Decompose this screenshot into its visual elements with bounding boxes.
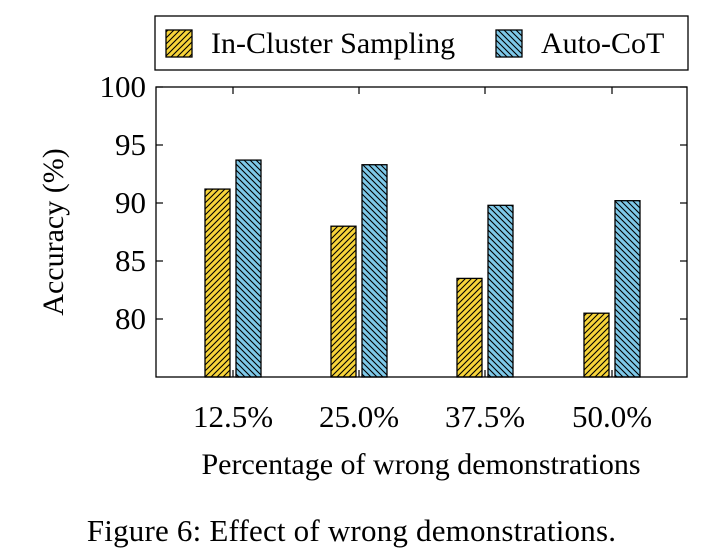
y-tick-labels: 80 85 90 95 100 [100,69,147,336]
x-tick-label: 25.0% [319,399,399,434]
bar-auto-cot [361,164,388,378]
bar-in-cluster-sampling [456,277,483,378]
x-tick-label: 37.5% [445,399,525,434]
y-tick-label: 80 [115,301,146,336]
bar-auto-cot [614,200,641,378]
legend: In-Cluster Sampling Auto-CoT [154,15,689,71]
x-tick-label: 12.5% [193,399,273,434]
x-tick-labels: 12.5% 25.0% 37.5% 50.0% [193,399,652,434]
y-tick-label: 95 [115,127,146,162]
bar-in-cluster-sampling [330,225,357,378]
figure-caption: Figure 6: Effect of wrong demonstrations… [86,513,617,548]
bar-auto-cot [235,159,262,378]
x-axis-label: Percentage of wrong demonstrations [201,448,640,481]
legend-swatch-auto-cot [495,29,523,58]
legend-box [154,15,689,71]
plot-frame [155,86,688,378]
bar-auto-cot [487,204,514,378]
legend-swatch-in-cluster-sampling [165,29,193,58]
x-tick-label: 50.0% [572,399,652,434]
bar-in-cluster-sampling [583,312,610,378]
y-tick-label: 85 [115,243,146,278]
y-tick-label: 90 [115,185,146,220]
bars [204,159,641,378]
y-tick-label: 100 [100,69,147,104]
y-axis-label: Accuracy (%) [37,148,70,315]
bar-chart: In-Cluster Sampling Auto-CoT 80 85 90 95 100… [37,15,689,481]
legend-label-in-cluster-sampling: In-Cluster Sampling [211,27,455,60]
bar-in-cluster-sampling [204,188,231,378]
legend-label-auto-cot: Auto-CoT [541,27,664,60]
